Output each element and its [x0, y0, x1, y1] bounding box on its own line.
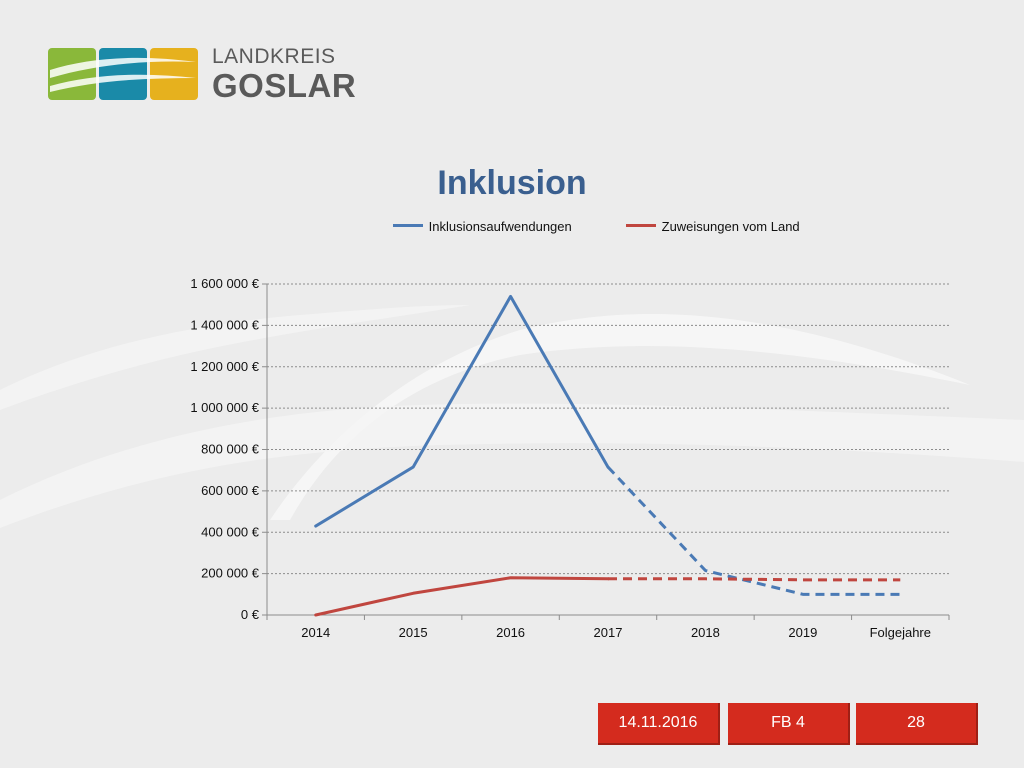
series-line-zuweisungen-vom-land-actual: [314, 576, 610, 617]
legend-swatch-blue: [393, 224, 423, 228]
legend-item-zuweisungen: Zuweisungen vom Land: [626, 219, 800, 234]
x-tick-label: 2017: [594, 625, 623, 640]
legend-item-inklusionsaufwendungen: Inklusionsaufwendungen: [393, 219, 572, 234]
legend-label: Zuweisungen vom Land: [661, 219, 800, 234]
y-tick-label: 1 400 000 €: [190, 317, 259, 332]
y-tick-label: 1 200 000 €: [190, 359, 259, 374]
logo-line2: GOSLAR: [212, 67, 357, 104]
footer-page-number: 28: [856, 703, 978, 745]
y-tick-label: 800 000 €: [201, 442, 260, 457]
y-tick-label: 1 000 000 €: [190, 400, 259, 415]
legend-swatch-red: [626, 224, 656, 228]
logo-tiles-icon: [48, 48, 198, 100]
logo-line1: LANDKREIS: [212, 45, 336, 68]
x-tick-label: 2016: [496, 625, 525, 640]
series-line-zuweisungen-vom-land-forecast: [608, 577, 901, 582]
series-line-inklusionsaufwendungen-actual: [314, 294, 610, 528]
y-tick-label: 0 €: [241, 607, 260, 622]
legend-label: Inklusionsaufwendungen: [428, 219, 572, 234]
y-tick-label: 1 600 000 €: [190, 276, 259, 291]
y-tick-label: 200 000 €: [201, 566, 260, 581]
x-tick-label: 2014: [301, 625, 330, 640]
x-tick-label: 2019: [788, 625, 817, 640]
landkreis-goslar-logo: LANDKREIS GOSLAR: [48, 46, 356, 102]
y-tick-label: 400 000 €: [201, 524, 260, 539]
footer-department: FB 4: [728, 703, 850, 745]
footer-date: 14.11.2016: [598, 703, 720, 745]
series-line-inklusionsaufwendungen-forecast: [606, 466, 901, 596]
x-tick-label: 2015: [399, 625, 428, 640]
chart-title: Inklusion: [437, 164, 587, 202]
x-tick-label: Folgejahre: [870, 625, 931, 640]
y-tick-label: 600 000 €: [201, 483, 260, 498]
x-tick-label: 2018: [691, 625, 720, 640]
